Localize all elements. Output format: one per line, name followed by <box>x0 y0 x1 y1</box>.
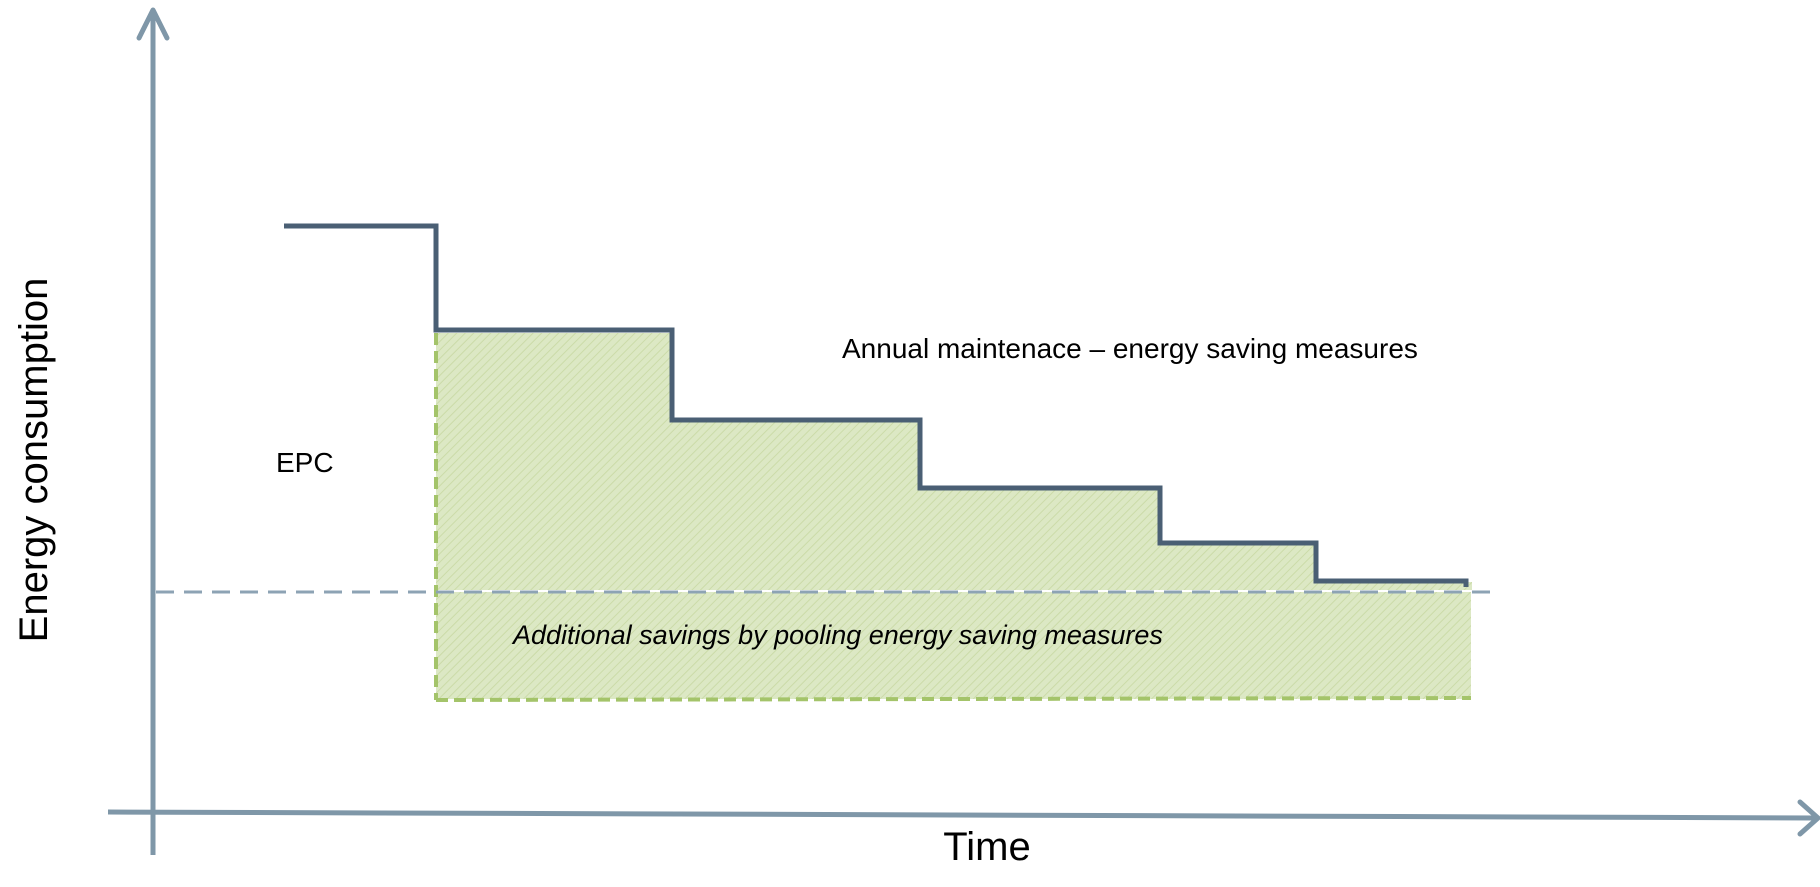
pooling-savings-area <box>436 592 1471 699</box>
y-axis-arrow-icon <box>136 7 170 41</box>
consumption-step-line <box>284 223 1469 587</box>
epc-label: EPC <box>276 447 334 478</box>
maintenance-savings-area <box>436 333 1472 590</box>
x-axis-line <box>107 809 1817 821</box>
pooling-bottom-border <box>435 696 1472 702</box>
maintenance-label: Annual maintenace – energy saving measur… <box>842 333 1418 364</box>
y-axis-label: Energy consumption <box>12 277 56 643</box>
pooling-savings-label: Additional savings by pooling energy sav… <box>513 620 1163 650</box>
x-axis-arrow-icon <box>1797 799 1820 837</box>
x-axis-label: Time <box>943 825 1031 869</box>
